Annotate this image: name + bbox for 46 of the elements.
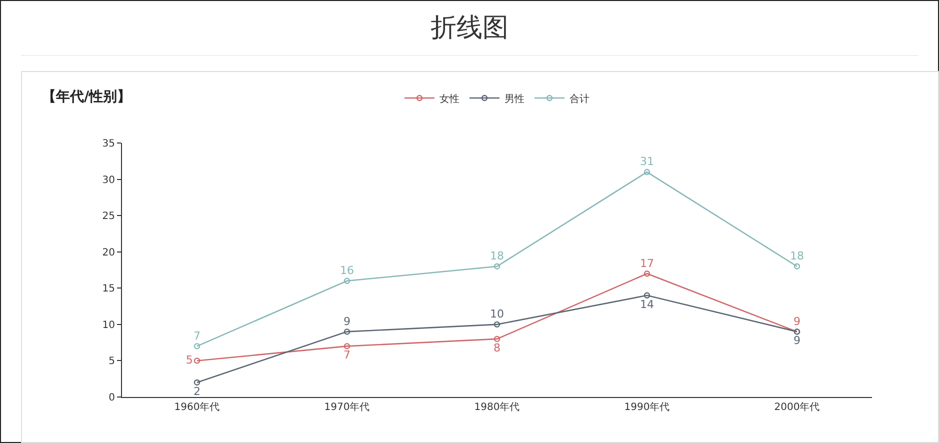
point xyxy=(194,343,200,350)
data-label: 2 xyxy=(194,384,200,398)
y-tick-label: 10 xyxy=(102,320,115,331)
y-tick-label: 35 xyxy=(102,138,115,150)
y-tick-label: 0 xyxy=(108,392,115,404)
point xyxy=(644,292,650,298)
point xyxy=(644,168,650,176)
x-tick-label: 1960年代 xyxy=(174,401,220,413)
x-tick-label: 1980年代 xyxy=(474,401,520,413)
point xyxy=(494,263,500,270)
y-tick-label: 20 xyxy=(102,247,115,258)
point xyxy=(194,358,200,364)
data-label: 10 xyxy=(490,308,504,321)
x-tick-label: 1970年代 xyxy=(324,401,370,413)
y-tick-label: 30 xyxy=(102,174,115,186)
point xyxy=(494,321,500,328)
point xyxy=(644,270,650,277)
y-tick-label: 5 xyxy=(108,356,115,368)
y-tick-label: 15 xyxy=(102,284,115,295)
legend-label: 合计 xyxy=(570,92,590,105)
data-label: 9 xyxy=(794,334,800,348)
point xyxy=(794,263,800,270)
data-label: 18 xyxy=(790,249,804,262)
data-label: 7 xyxy=(194,329,200,342)
point xyxy=(194,379,200,386)
data-label: 5 xyxy=(186,353,193,366)
chart-title: 折线图 xyxy=(21,1,918,56)
data-label: 16 xyxy=(340,264,354,278)
data-label: 18 xyxy=(490,249,504,262)
data-label: 8 xyxy=(494,341,500,354)
legend-label: 女性 xyxy=(440,92,460,105)
data-label: 17 xyxy=(640,256,654,270)
y-tick-label: 25 xyxy=(102,211,115,222)
data-label: 9 xyxy=(794,314,800,328)
point xyxy=(494,336,500,342)
point xyxy=(344,343,350,350)
x-tick-label: 2000年代 xyxy=(774,401,820,413)
data-label: 31 xyxy=(640,155,654,168)
legend-label: 男性 xyxy=(504,92,524,105)
data-label: 9 xyxy=(344,314,350,328)
data-label: 14 xyxy=(640,298,654,311)
point xyxy=(344,328,350,335)
chart-subtitle: 【年代/性别】 xyxy=(42,88,132,106)
x-tick-label: 1990年代 xyxy=(624,401,670,413)
point xyxy=(344,278,350,284)
data-label: 7 xyxy=(344,348,350,362)
